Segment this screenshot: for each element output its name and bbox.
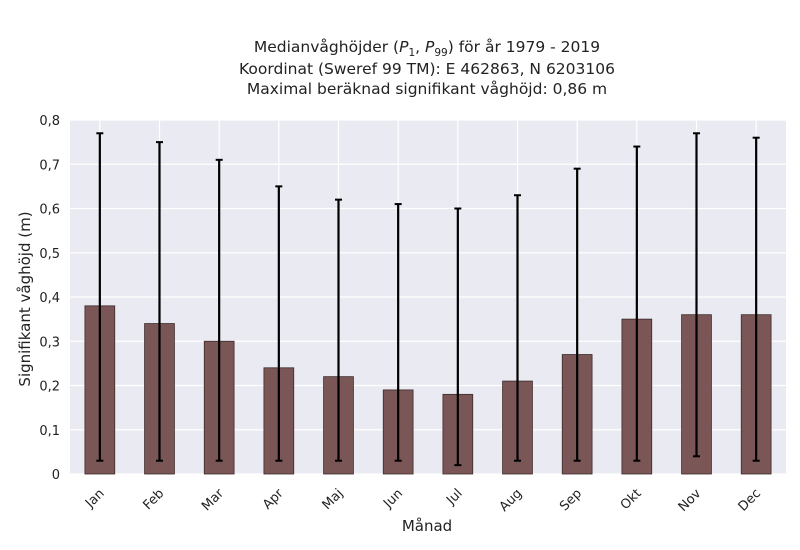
chart-title-line-2: Koordinat (Sweref 99 TM): E 462863, N 62…	[239, 60, 615, 78]
x-tick-label: Jul	[443, 486, 465, 508]
y-tick-label: 0,1	[39, 424, 60, 439]
y-tick-label: 0,2	[39, 380, 60, 395]
x-axis-ticks: Jan Feb Mar Apr Maj Jun Jul Aug Sep Okt Nov Dec	[82, 486, 764, 515]
x-tick-label: Jun	[380, 486, 406, 512]
x-tick-label: Sep	[557, 486, 585, 514]
chart-title: Medianvåghöjder (P1, P99) för år 1979 - …	[239, 38, 615, 98]
x-tick-label: Jan	[82, 486, 107, 511]
x-tick-label: Maj	[320, 486, 347, 513]
y-tick-label: 0,4	[39, 291, 60, 306]
y-tick-label: 0,8	[39, 114, 60, 129]
y-tick-label: 0,5	[39, 247, 60, 262]
x-tick-label: Nov	[676, 486, 705, 515]
x-tick-label: Aug	[497, 486, 526, 515]
y-axis-ticks: 0 0,1 0,2 0,3 0,4 0,5 0,6 0,7 0,8	[39, 114, 60, 483]
y-axis-label: Signifikant våghöjd (m)	[16, 211, 34, 386]
x-axis-label: Månad	[402, 517, 452, 535]
x-tick-label: Apr	[260, 486, 287, 513]
y-tick-label: 0,3	[39, 335, 60, 350]
x-tick-label: Okt	[618, 486, 645, 513]
y-tick-label: 0,7	[39, 158, 60, 173]
y-tick-label: 0	[52, 468, 60, 483]
chart-title-line-1: Medianvåghöjder (P1, P99) för år 1979 - …	[254, 38, 600, 59]
x-tick-label: Dec	[736, 486, 764, 514]
y-tick-label: 0,6	[39, 203, 60, 218]
x-tick-label: Mar	[199, 486, 227, 514]
x-tick-label: Feb	[140, 486, 167, 513]
chart-title-line-3: Maximal beräknad signifikant våghöjd: 0,…	[247, 80, 607, 98]
error-bars	[96, 132, 760, 467]
